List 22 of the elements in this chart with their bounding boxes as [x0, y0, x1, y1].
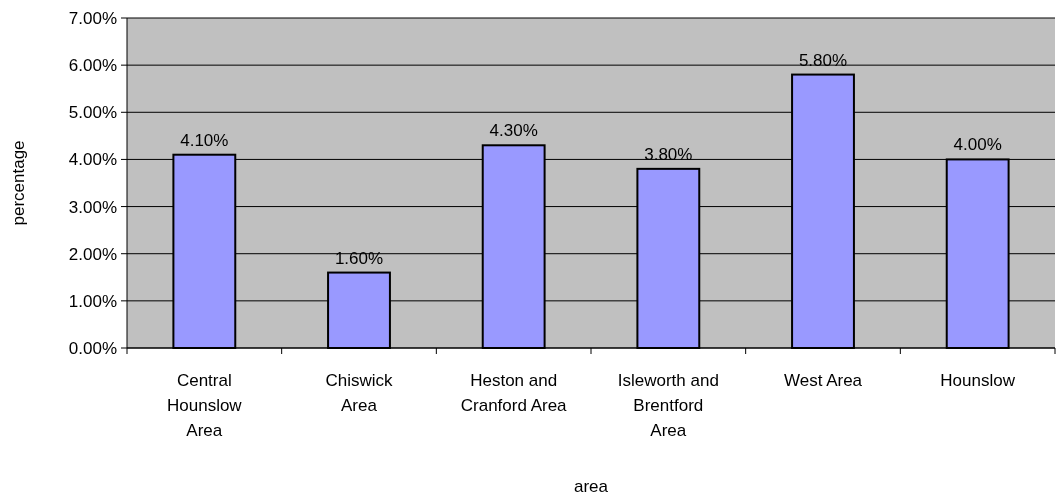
data-label: 1.60%: [334, 248, 384, 268]
y-tick-label: 5.00%: [68, 103, 117, 123]
y-tick-label: 4.00%: [68, 150, 117, 170]
y-axis-title: percentage: [9, 140, 28, 226]
x-tick-label: Heston and Cranford Area: [460, 371, 568, 415]
y-tick-label: 2.00%: [68, 244, 117, 264]
y-tick-label: 7.00%: [68, 8, 117, 28]
data-label: 4.30%: [489, 121, 538, 141]
data-label: 5.80%: [798, 50, 848, 70]
x-tick-label: West Area: [783, 371, 863, 390]
y-tick-label: 6.00%: [68, 56, 117, 76]
x-tick-label: Central Hounslow Area: [167, 371, 243, 440]
x-tick-label: Isleworth and Brentford Area: [617, 371, 719, 440]
x-tick-label: Chiswick Area: [325, 371, 394, 415]
data-label: 4.10%: [180, 130, 229, 150]
y-tick-label: 3.00%: [68, 197, 117, 217]
x-axis-title: area: [573, 477, 609, 496]
y-tick-label: 1.00%: [68, 291, 117, 311]
data-label: 3.80%: [644, 144, 693, 164]
y-tick-label: 0.00%: [68, 338, 117, 358]
x-tick-label: Hounslow: [940, 371, 1016, 390]
data-label: 4.00%: [953, 135, 1002, 155]
